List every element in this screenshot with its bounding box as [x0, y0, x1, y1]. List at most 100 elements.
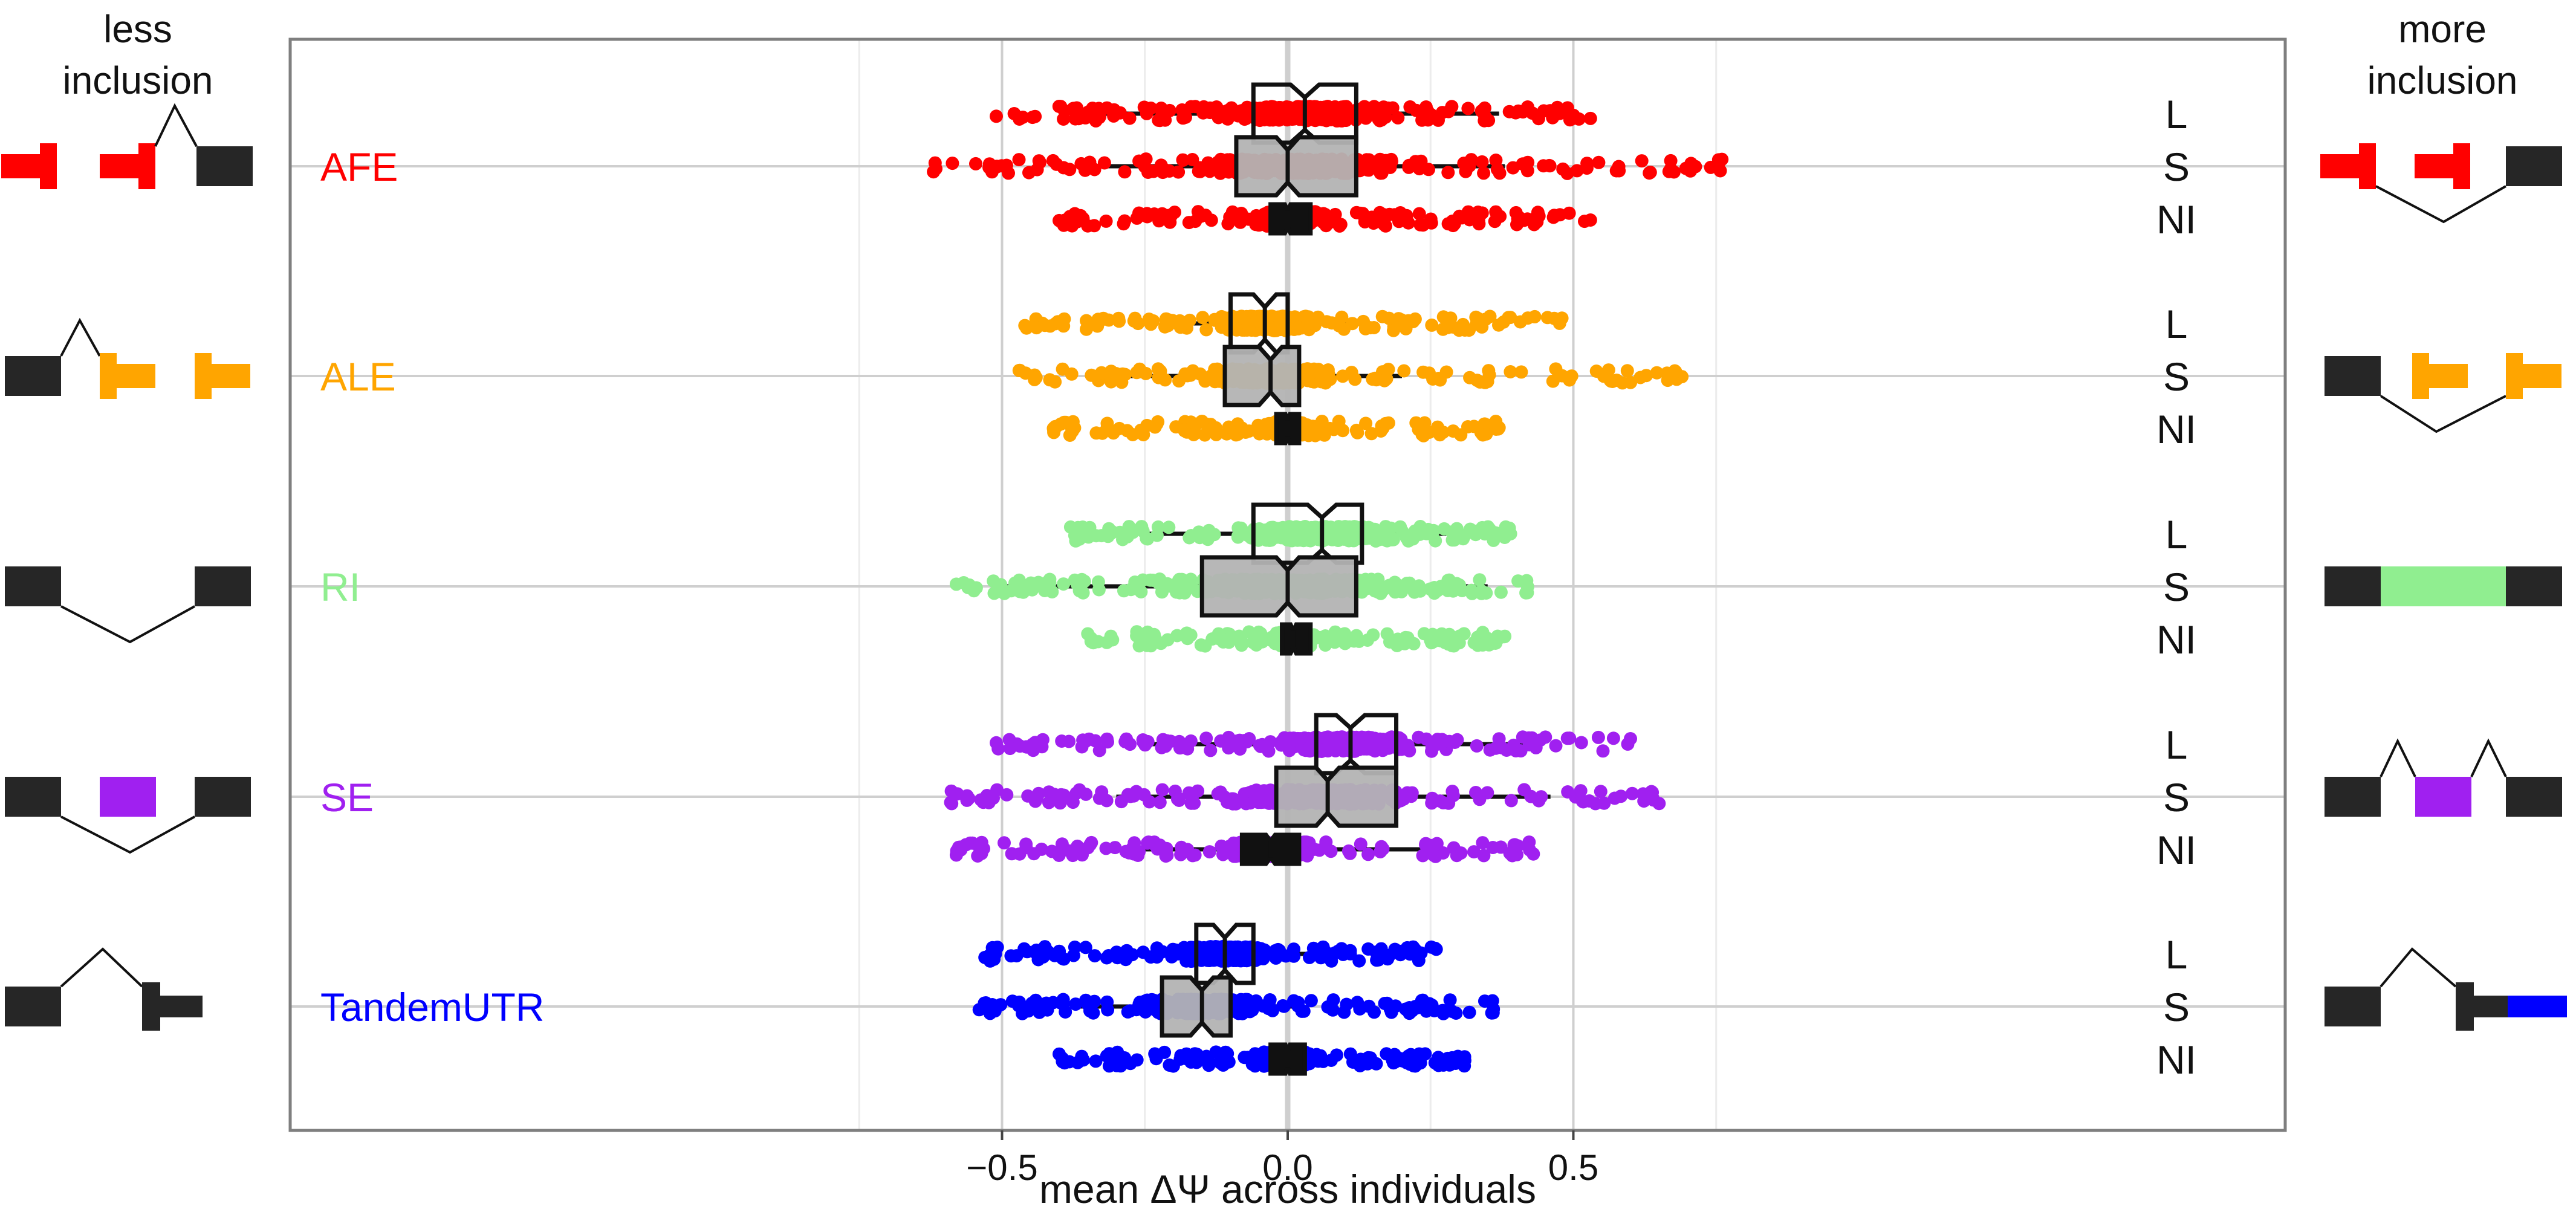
data-point [1057, 104, 1071, 118]
data-point [1203, 101, 1217, 115]
data-point [1574, 736, 1588, 750]
data-point [1089, 426, 1103, 440]
notched-box [1274, 765, 1399, 828]
data-point [1457, 157, 1471, 170]
data-point [1377, 100, 1390, 114]
data-point [1284, 531, 1298, 545]
data-point [1591, 730, 1605, 744]
data-point [1122, 520, 1136, 534]
data-point [1475, 586, 1488, 600]
data-point [1210, 362, 1224, 376]
data-point [1290, 321, 1304, 335]
data-point [1082, 530, 1095, 544]
data-point [1427, 523, 1441, 537]
data-point [1095, 366, 1109, 380]
chart-marks [927, 82, 1729, 1076]
data-point [1502, 105, 1516, 118]
data-point [1521, 311, 1535, 325]
data-point [1441, 320, 1455, 334]
data-point [1054, 417, 1068, 431]
data-point [1288, 109, 1302, 123]
data-point [1315, 424, 1329, 438]
data-point [961, 793, 975, 807]
data-point [1494, 630, 1508, 644]
data-point [1076, 586, 1090, 600]
data-point [1222, 420, 1236, 434]
data-point [1382, 311, 1396, 325]
data-point [1357, 314, 1371, 328]
data-point [1489, 741, 1502, 755]
data-point [1383, 161, 1397, 174]
data-point [1214, 152, 1228, 166]
data-point [1007, 107, 1021, 120]
data-point [1483, 310, 1497, 323]
data-point [1075, 572, 1089, 586]
data-point [1162, 520, 1176, 534]
data-point [1239, 426, 1253, 439]
data-point [1062, 734, 1076, 748]
data-point [1361, 161, 1375, 175]
data-point [1402, 158, 1416, 172]
data-point [1199, 209, 1213, 222]
data-point [1139, 737, 1152, 751]
data-point [1436, 426, 1450, 439]
data-point [1057, 161, 1071, 175]
data-point [987, 586, 1001, 600]
data-point [1255, 112, 1269, 126]
data-point [1520, 164, 1534, 178]
data-point [1155, 585, 1169, 599]
data-point [1095, 785, 1109, 799]
data-point [1012, 153, 1026, 167]
data-point [1332, 319, 1346, 332]
data-point [1135, 520, 1149, 534]
data-point [1140, 418, 1154, 432]
data-point [1106, 633, 1120, 647]
data-point [1054, 788, 1068, 802]
data-point [1321, 211, 1335, 225]
data-point [1028, 372, 1042, 386]
data-point [1250, 638, 1264, 652]
data-point [1033, 155, 1047, 169]
data-point [1042, 785, 1056, 799]
data-point [1469, 786, 1483, 799]
data-point [1115, 367, 1129, 381]
data-point [1664, 162, 1678, 176]
data-point [1473, 573, 1487, 587]
data-point [1435, 627, 1449, 641]
data-point [1321, 730, 1335, 744]
data-point [1446, 424, 1460, 438]
data-point [1669, 365, 1682, 378]
data-point [1441, 166, 1455, 180]
data-point [1107, 109, 1121, 123]
data-point [1356, 207, 1370, 221]
data-point [1547, 311, 1561, 325]
data-point [1401, 314, 1415, 328]
data-point [1250, 212, 1264, 225]
data-point [1634, 371, 1647, 384]
data-point [990, 160, 1004, 173]
data-point [1531, 206, 1545, 219]
data-point [1172, 572, 1186, 586]
data-point [1100, 732, 1114, 746]
data-point [1228, 734, 1242, 748]
box-ri-l [1063, 502, 1517, 565]
box-afe-s [927, 135, 1729, 198]
data-point [1425, 318, 1439, 332]
data-point [1275, 112, 1289, 126]
data-point [1020, 321, 1033, 335]
data-point [1132, 208, 1146, 222]
data-point [1302, 368, 1316, 381]
data-point [1173, 320, 1187, 334]
box-afe-l [990, 82, 1597, 145]
data-point [1562, 206, 1576, 220]
box-ri-ni [1081, 622, 1512, 656]
data-point [1203, 164, 1217, 178]
left-header-line-1: less [103, 7, 172, 51]
data-point [1118, 214, 1132, 228]
data-point [1569, 790, 1583, 804]
data-point [1232, 311, 1246, 325]
data-point [1065, 367, 1079, 381]
data-point [1393, 520, 1407, 534]
data-point [1054, 315, 1068, 329]
notched-box [1280, 622, 1313, 656]
